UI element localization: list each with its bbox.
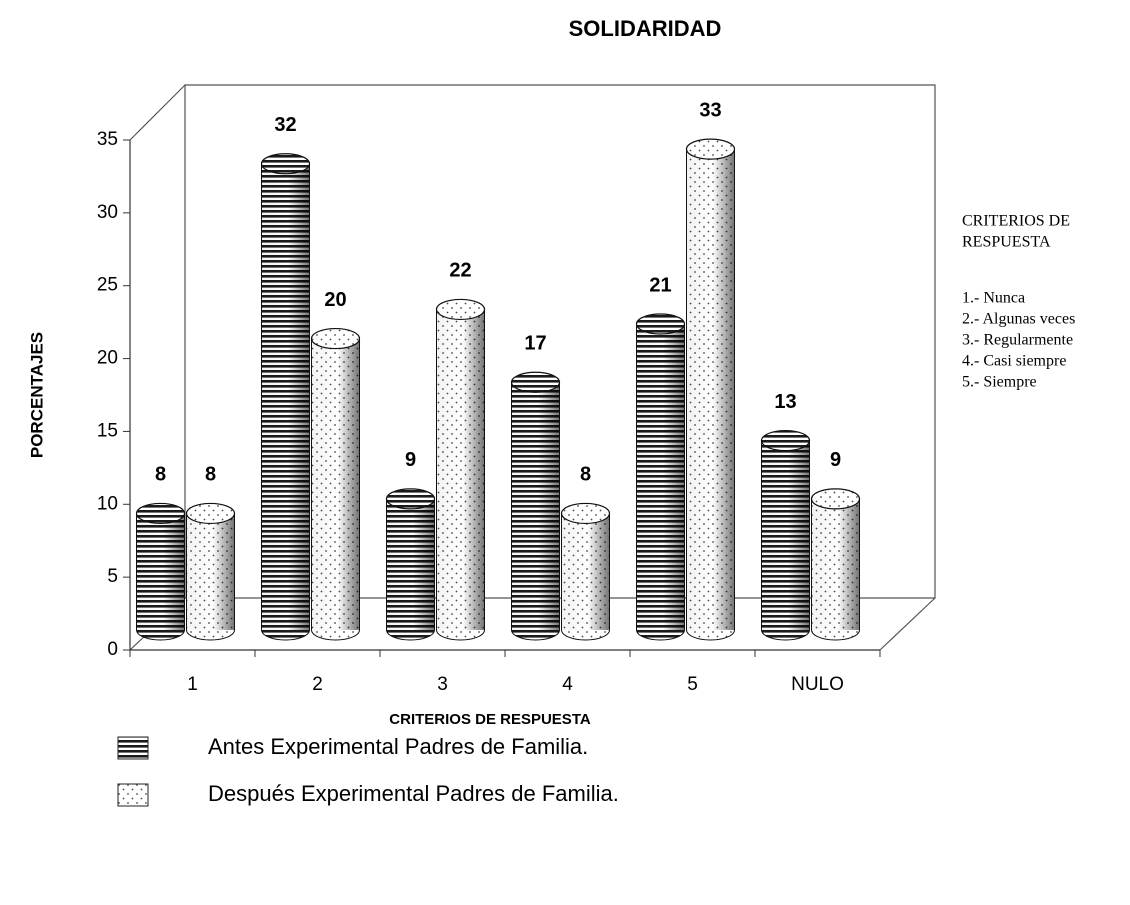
- cylinder-shade: [636, 324, 685, 630]
- x-tick-label: 3: [437, 674, 448, 695]
- cylinder: [385, 488, 436, 641]
- plot: [135, 138, 861, 641]
- data-label: 9: [405, 449, 416, 471]
- y-axis-title: PORCENTAJES: [27, 332, 46, 458]
- cylinder: [810, 488, 861, 641]
- cylinder-shade: [261, 163, 310, 630]
- x-tick-label: 5: [687, 674, 698, 695]
- key-title: RESPUESTA: [962, 234, 1051, 251]
- cylinder-top: [510, 371, 561, 393]
- cylinder: [510, 371, 561, 641]
- cylinder-shade: [186, 513, 235, 630]
- cylinder-top: [760, 429, 811, 452]
- chart-title: SOLIDARIDAD: [569, 16, 722, 41]
- cylinder: [435, 298, 486, 641]
- cylinder: [310, 327, 361, 641]
- data-label: 9: [830, 449, 841, 471]
- y-tick-label: 25: [97, 275, 118, 296]
- data-label: 8: [205, 464, 216, 486]
- cylinder-shade: [436, 309, 485, 630]
- key-item: 4.- Casi siempre: [962, 353, 1066, 370]
- data-label: 21: [649, 274, 671, 296]
- x-tick-label: 2: [312, 674, 323, 695]
- x-axis-title: CRITERIOS DE RESPUESTA: [389, 711, 591, 728]
- x-tick-label: NULO: [791, 674, 844, 695]
- key-item: 2.- Algunas veces: [962, 311, 1075, 328]
- y-tick-label: 5: [107, 566, 118, 587]
- data-label: 8: [155, 464, 166, 486]
- cylinder-shade: [136, 513, 185, 630]
- cylinder: [560, 502, 611, 641]
- y-tick-label: 0: [107, 639, 118, 660]
- cylinder-top: [135, 502, 186, 525]
- data-label: 22: [449, 260, 471, 282]
- x-tick-label: 1: [187, 674, 198, 695]
- cylinder-shade: [686, 149, 735, 630]
- cylinder-top: [685, 138, 736, 160]
- cylinder-shade: [511, 382, 560, 630]
- side-wall-edge: [129, 84, 186, 141]
- key-item: 3.- Regularmente: [962, 332, 1073, 349]
- x-tick-label: 4: [562, 674, 573, 695]
- data-label: 32: [274, 114, 296, 136]
- floor-edge: [879, 597, 936, 651]
- cylinder-top: [435, 298, 486, 321]
- cylinder-shade: [761, 440, 810, 630]
- y-tick-label: 10: [97, 493, 118, 514]
- cylinder-top: [310, 327, 361, 350]
- data-label: 20: [324, 289, 346, 311]
- cylinder-top: [385, 488, 436, 510]
- cylinder: [685, 138, 736, 641]
- y-tick-label: 20: [97, 348, 118, 369]
- y-tick-label: 35: [97, 129, 118, 150]
- key-title: CRITERIOS DE: [962, 213, 1070, 230]
- cylinder-top: [635, 313, 686, 335]
- data-label: 13: [774, 391, 796, 413]
- legend-label: Antes Experimental Padres de Familia.: [208, 734, 588, 759]
- cylinder: [185, 502, 236, 641]
- cylinder-top: [260, 153, 311, 175]
- legend-swatch: [117, 736, 149, 760]
- cylinder-top: [185, 502, 236, 525]
- cylinder-shade: [311, 338, 360, 630]
- cylinder-shade: [811, 498, 860, 630]
- cylinder: [760, 429, 811, 641]
- key-item: 1.- Nunca: [962, 290, 1025, 307]
- cylinder-top: [560, 502, 611, 525]
- data-label: 17: [524, 333, 546, 355]
- legend-swatch: [117, 783, 149, 807]
- key-item: 5.- Siempre: [962, 374, 1037, 391]
- cylinder-shade: [386, 498, 435, 630]
- cylinder: [635, 313, 686, 641]
- cylinder-shade: [561, 513, 610, 630]
- data-label: 8: [580, 464, 591, 486]
- legend-label: Después Experimental Padres de Familia.: [208, 781, 619, 806]
- data-label: 33: [699, 99, 721, 121]
- cylinder: [135, 502, 186, 641]
- cylinder-top: [810, 488, 861, 510]
- y-tick-label: 15: [97, 420, 118, 441]
- cylinder: [260, 153, 311, 641]
- y-tick-label: 30: [97, 202, 118, 223]
